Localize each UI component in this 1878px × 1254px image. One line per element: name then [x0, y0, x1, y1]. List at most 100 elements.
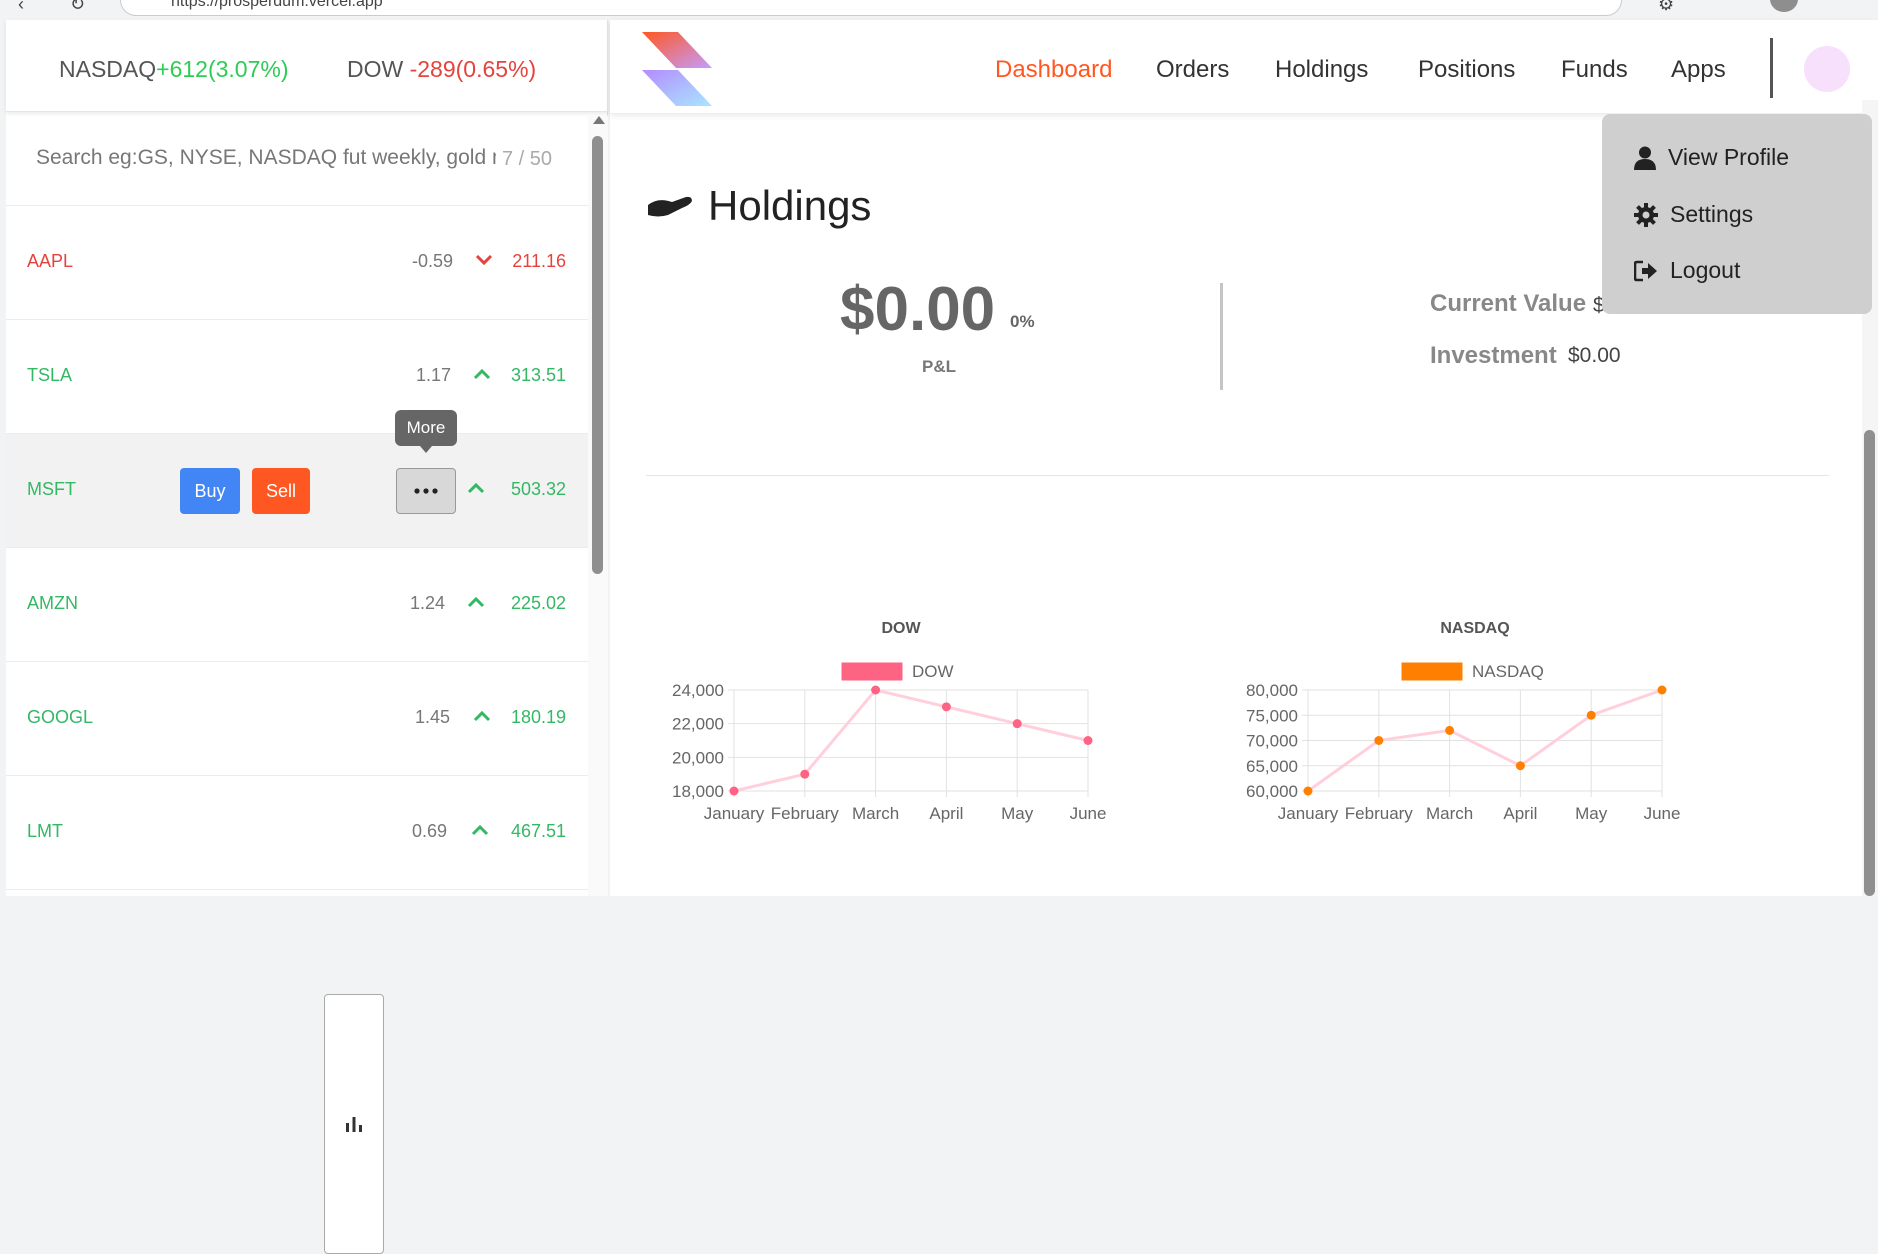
series-line [1307, 688, 1663, 793]
legend-swatch [841, 662, 903, 681]
stock-price: 313.51 [510, 365, 566, 385]
stock-change: 0.69 [412, 821, 448, 841]
back-icon[interactable]: ‹ [18, 0, 24, 14]
x-tick-label: April [1503, 804, 1537, 823]
buy-button[interactable]: Buy [180, 468, 240, 514]
legend-swatch [1401, 662, 1463, 681]
dow-chart: DOW DOW 24,000 22,000 20,000 18,000 January Feb… [672, 620, 1106, 823]
address-bar[interactable]: https://prosperdum.vercel.app [120, 0, 1622, 16]
current-value: $ [1593, 294, 1605, 317]
watchlist-row-tsla[interactable]: TSLA 1.17 313.51 [6, 320, 588, 434]
index-name: NASDAQ [59, 56, 157, 82]
top-navbar: Dashboard Orders Holdings Positions Fund… [610, 20, 1878, 114]
data-point [1657, 685, 1667, 695]
nav-orders[interactable]: Orders [1156, 56, 1230, 83]
chevron-up-icon [473, 368, 491, 380]
index-dow: DOW -289(0.65%) [347, 56, 536, 83]
page-scroll-thumb[interactable] [1864, 430, 1875, 896]
stock-symbol: GOOGL [27, 707, 94, 727]
sell-button[interactable]: Sell [252, 468, 310, 514]
summary-divider [1220, 283, 1223, 390]
menu-item-view-profile[interactable]: View Profile [1634, 144, 1789, 171]
browser-profile-avatar[interactable] [1770, 0, 1798, 12]
stock-change: -0.59 [412, 251, 454, 271]
data-point [871, 685, 881, 695]
watchlist-scrollbar[interactable] [588, 116, 608, 896]
nav-holdings[interactable]: Holdings [1275, 56, 1369, 83]
profile-dropdown: View Profile Settings Logout [1602, 114, 1872, 314]
data-point [800, 769, 810, 779]
y-tick-label: 70,000 [1246, 732, 1298, 751]
x-tick-label: January [704, 804, 765, 823]
y-tick-label: 24,000 [672, 681, 724, 700]
data-point [1515, 761, 1525, 771]
pnl-percent: 0% [1010, 312, 1035, 331]
chart-title: NASDAQ [1440, 620, 1509, 637]
x-tick-label: March [852, 804, 899, 823]
menu-item-label: View Profile [1668, 144, 1790, 170]
investment-label: Investment [1430, 342, 1557, 369]
current-value-label: Current Value [1430, 290, 1587, 317]
data-point [1374, 736, 1384, 745]
browser-chrome: ‹ ↻ https://prosperdum.vercel.app ⚙ [0, 0, 1878, 20]
pnl-value: $0.00 [840, 275, 996, 344]
search-box: 7 / 50 [6, 114, 588, 206]
data-point [1012, 719, 1022, 729]
watchlist: AAPL -0.59 211.16 TSLA 1.17 313.51 MSFT … [6, 206, 588, 1254]
data-point [729, 786, 739, 796]
page-title: Holdings [646, 182, 871, 230]
watchlist-row-googl[interactable]: GOOGL 1.45 180.19 [6, 662, 588, 776]
scroll-thumb[interactable] [592, 136, 603, 574]
watchlist-row-msft[interactable]: MSFT Buy Sell More 503.32 [6, 410, 588, 1254]
data-point [1586, 710, 1596, 720]
stock-symbol: LMT [27, 821, 63, 841]
ellipsis-icon [414, 488, 438, 494]
reload-icon[interactable]: ↻ [70, 0, 86, 14]
chevron-down-icon [475, 254, 493, 266]
menu-item-settings[interactable]: Settings [1634, 201, 1753, 228]
watchlist-count: 7 / 50 [502, 148, 553, 170]
watchlist-row-aapl[interactable]: AAPL -0.59 211.16 [6, 206, 588, 320]
index-name: DOW [347, 56, 404, 82]
series-line [733, 688, 1089, 793]
scroll-up-arrow-icon[interactable] [593, 116, 605, 124]
indices-bar: NASDAQ+612(3.07%) DOW -289(0.65%) [6, 20, 608, 112]
stock-price: 211.16 [512, 251, 566, 271]
watchlist-row-lmt[interactable]: LMT 0.69 467.51 [6, 776, 588, 890]
stock-price: 503.32 [510, 479, 566, 499]
legend-label: NASDAQ [1472, 662, 1544, 681]
x-tick-label: January [1278, 804, 1339, 823]
menu-item-label: Logout [1670, 257, 1741, 283]
stock-symbol: AMZN [27, 593, 78, 613]
x-tick-label: June [1644, 804, 1681, 823]
chart-button[interactable] [324, 994, 384, 1254]
watchlist-row-amzn[interactable]: AMZN 1.24 225.02 [6, 548, 588, 662]
y-tick-label: 80,000 [1246, 681, 1298, 700]
app-logo[interactable] [638, 30, 718, 110]
stock-symbol: TSLA [27, 365, 73, 385]
extension-icon[interactable]: ⚙ [1658, 0, 1675, 14]
bar-chart-icon [346, 1117, 362, 1132]
index-change: -289(0.65%) [409, 56, 537, 82]
pnl-label: P&L [922, 357, 956, 376]
more-tooltip: More [395, 410, 457, 453]
user-avatar[interactable] [1804, 46, 1850, 92]
x-tick-label: April [929, 804, 963, 823]
data-point [1303, 786, 1313, 796]
chevron-up-icon [473, 710, 491, 722]
nav-dashboard[interactable]: Dashboard [995, 56, 1113, 83]
nav-positions[interactable]: Positions [1418, 56, 1516, 83]
menu-item-logout[interactable]: Logout [1634, 257, 1740, 284]
user-icon [1634, 146, 1656, 170]
y-tick-label: 75,000 [1246, 706, 1298, 725]
nav-funds[interactable]: Funds [1561, 56, 1628, 83]
stock-price: 467.51 [510, 821, 566, 841]
nav-apps[interactable]: Apps [1671, 56, 1726, 83]
chevron-up-icon [471, 824, 489, 836]
menu-item-label: Settings [1670, 201, 1754, 227]
y-tick-label: 65,000 [1246, 757, 1298, 776]
more-button[interactable] [396, 468, 456, 514]
data-point [1445, 725, 1455, 735]
legend-label: DOW [912, 662, 954, 681]
search-input[interactable] [36, 146, 496, 170]
